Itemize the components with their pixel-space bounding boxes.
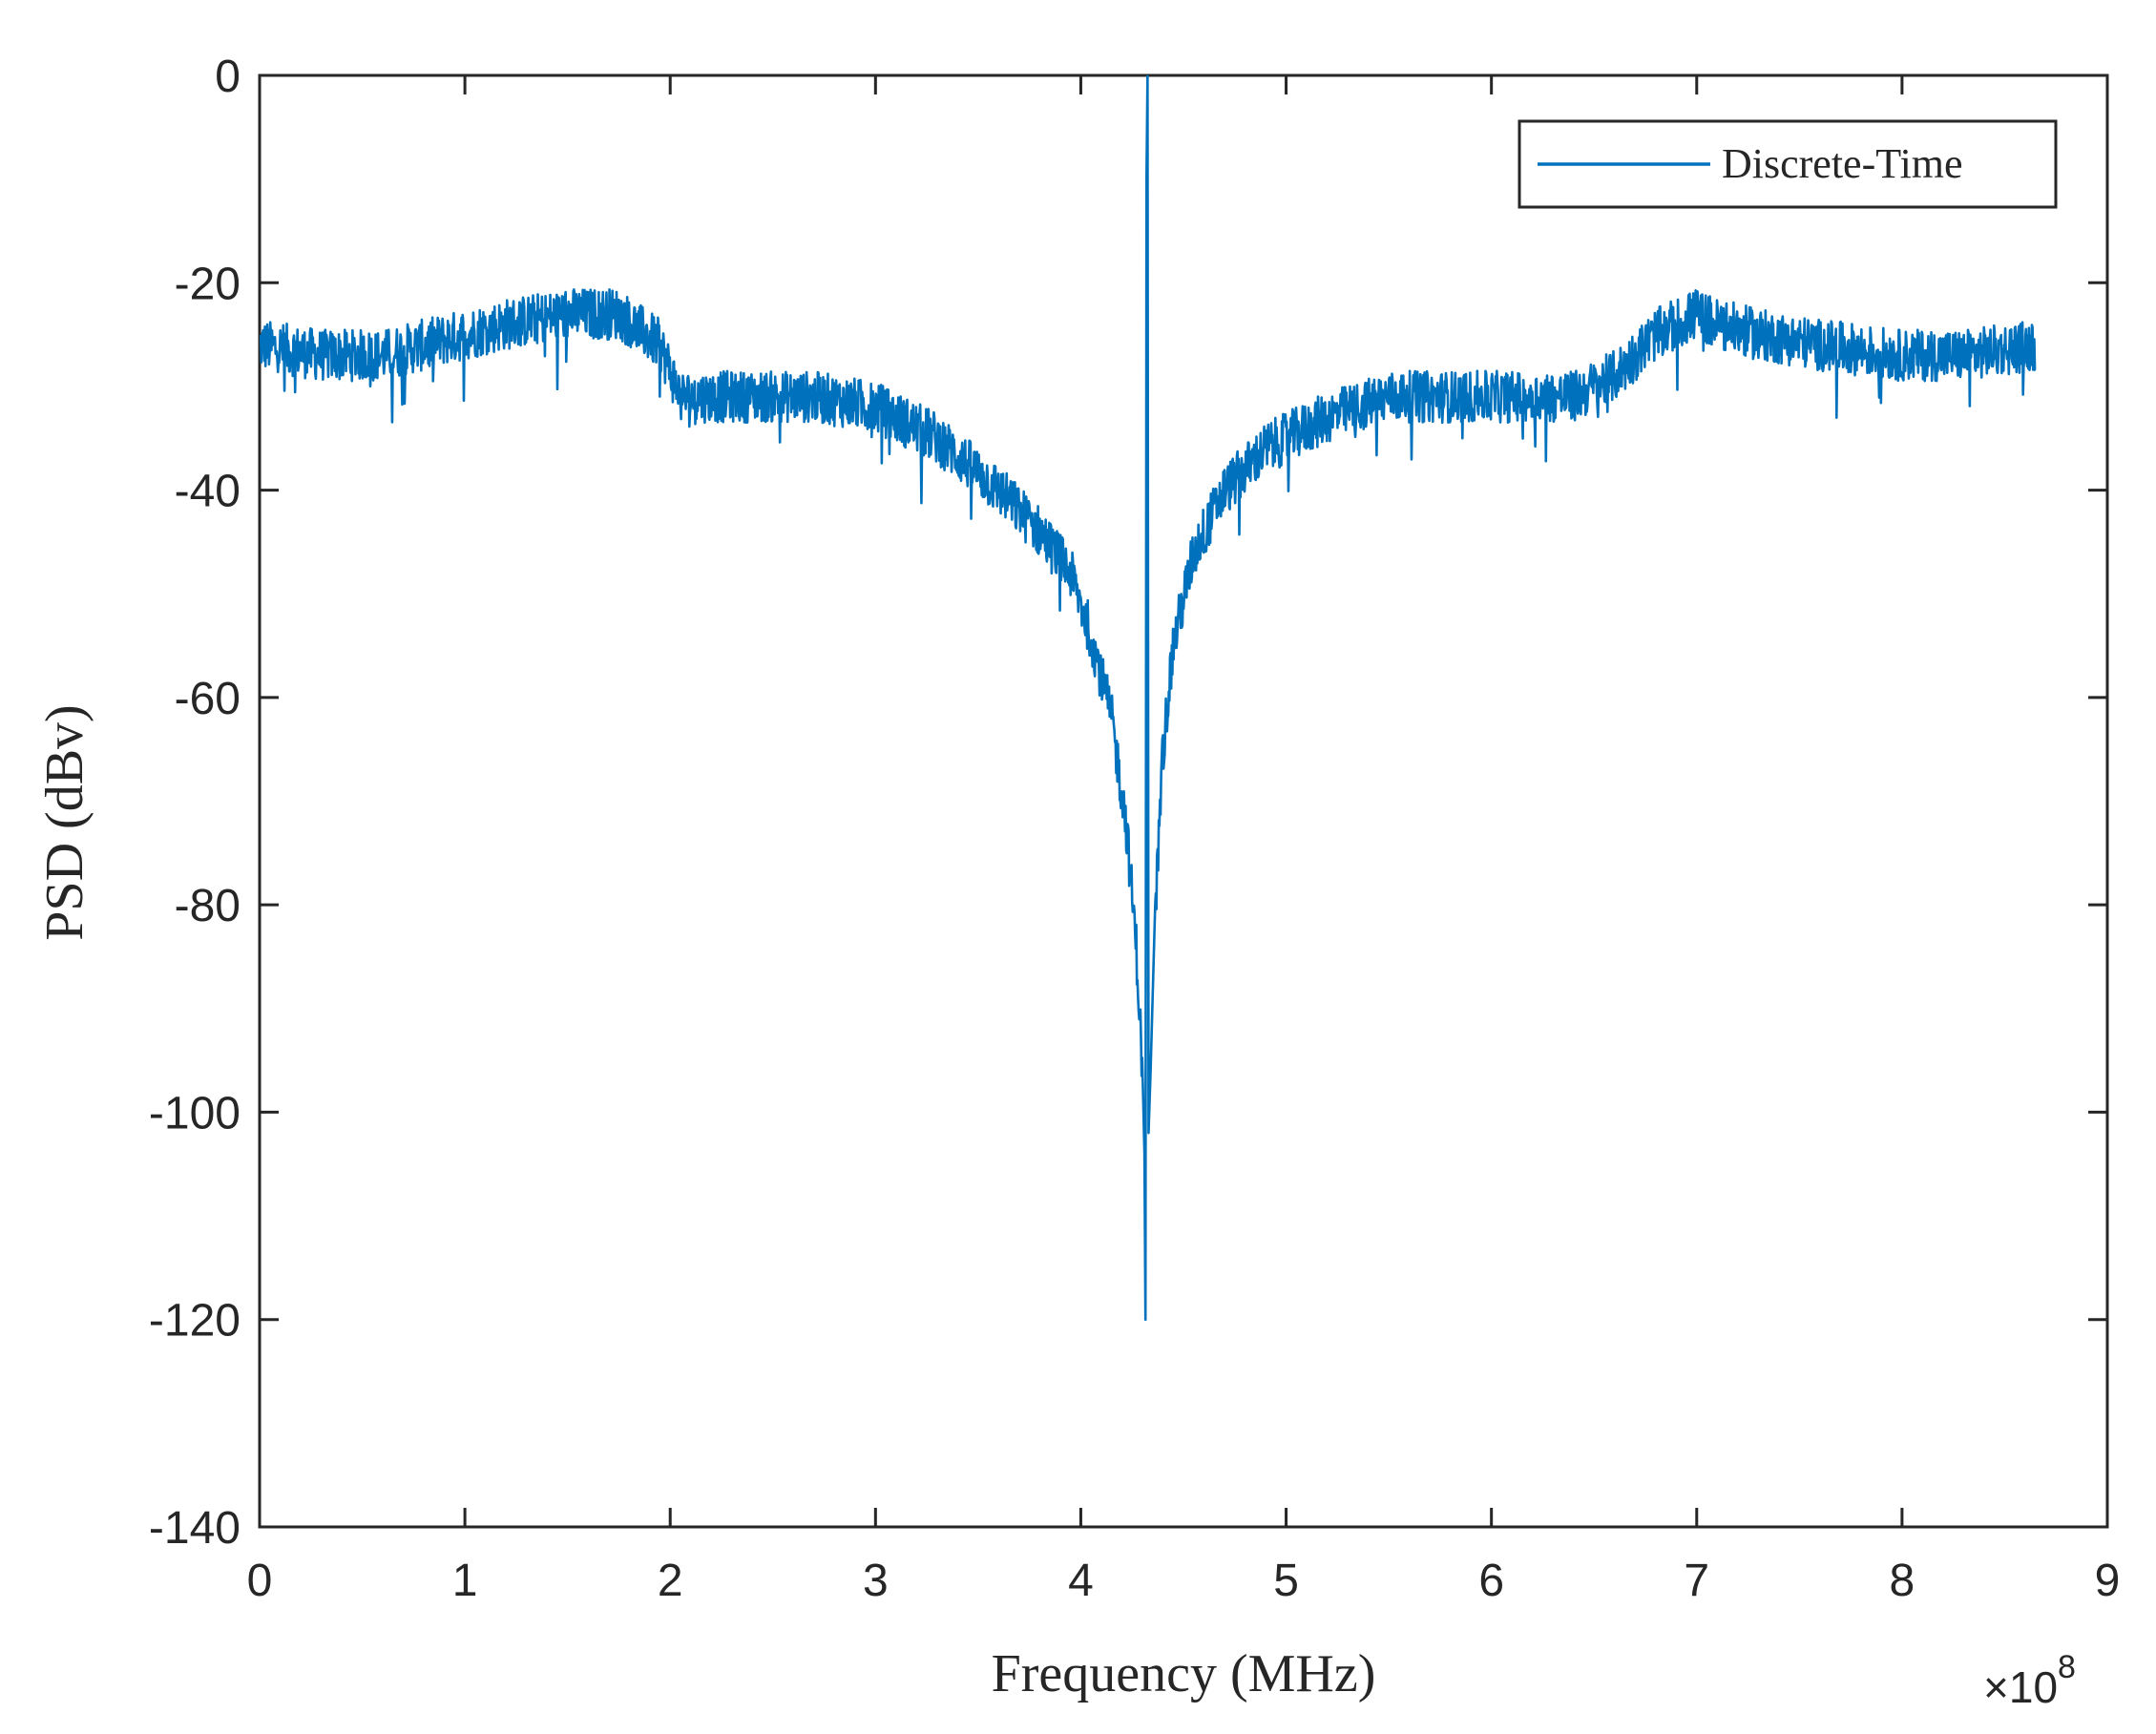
x-tick-label: 1 [452, 1556, 478, 1606]
y-axis-ticks: 0 -20 -40 -60 -80 -100 -120 -140 [149, 52, 2107, 1554]
y-tick-label: -80 [175, 881, 241, 931]
x-tick-label: 5 [1273, 1556, 1299, 1606]
y-tick-label: -40 [175, 467, 241, 517]
legend-label-discrete-time: Discrete-Time [1722, 140, 1963, 187]
y-tick-label: -20 [175, 259, 241, 309]
y-tick-label: 0 [215, 52, 241, 102]
x-tick-label: 2 [658, 1556, 683, 1606]
x-tick-label: 3 [863, 1556, 889, 1606]
y-tick-label: -140 [149, 1503, 241, 1554]
legend: Discrete-Time [1518, 119, 2058, 209]
x-tick-label: 8 [1890, 1556, 1915, 1606]
x-axis-label: Frequency (MHz) [992, 1644, 1376, 1703]
plot-area [258, 73, 2109, 1529]
x-tick-label: 7 [1684, 1556, 1709, 1606]
exponent-base: ×10 [1983, 1662, 2058, 1712]
x-axis-ticks: 0 1 2 3 4 5 6 7 8 9 [247, 75, 2121, 1606]
y-tick-label: -100 [149, 1088, 241, 1139]
y-tick-label: -60 [175, 674, 241, 724]
series-line-discrete-time [260, 75, 2037, 1322]
x-tick-label: 4 [1068, 1556, 1094, 1606]
x-tick-label: 9 [2095, 1556, 2121, 1606]
y-tick-label: -120 [149, 1296, 241, 1347]
x-axis-exponent: ×108 [1983, 1649, 2076, 1712]
exponent-power: 8 [2058, 1649, 2076, 1685]
y-axis-label: PSD (dBv) [35, 704, 94, 940]
x-tick-label: 0 [247, 1556, 273, 1606]
x-tick-label: 6 [1478, 1556, 1504, 1606]
